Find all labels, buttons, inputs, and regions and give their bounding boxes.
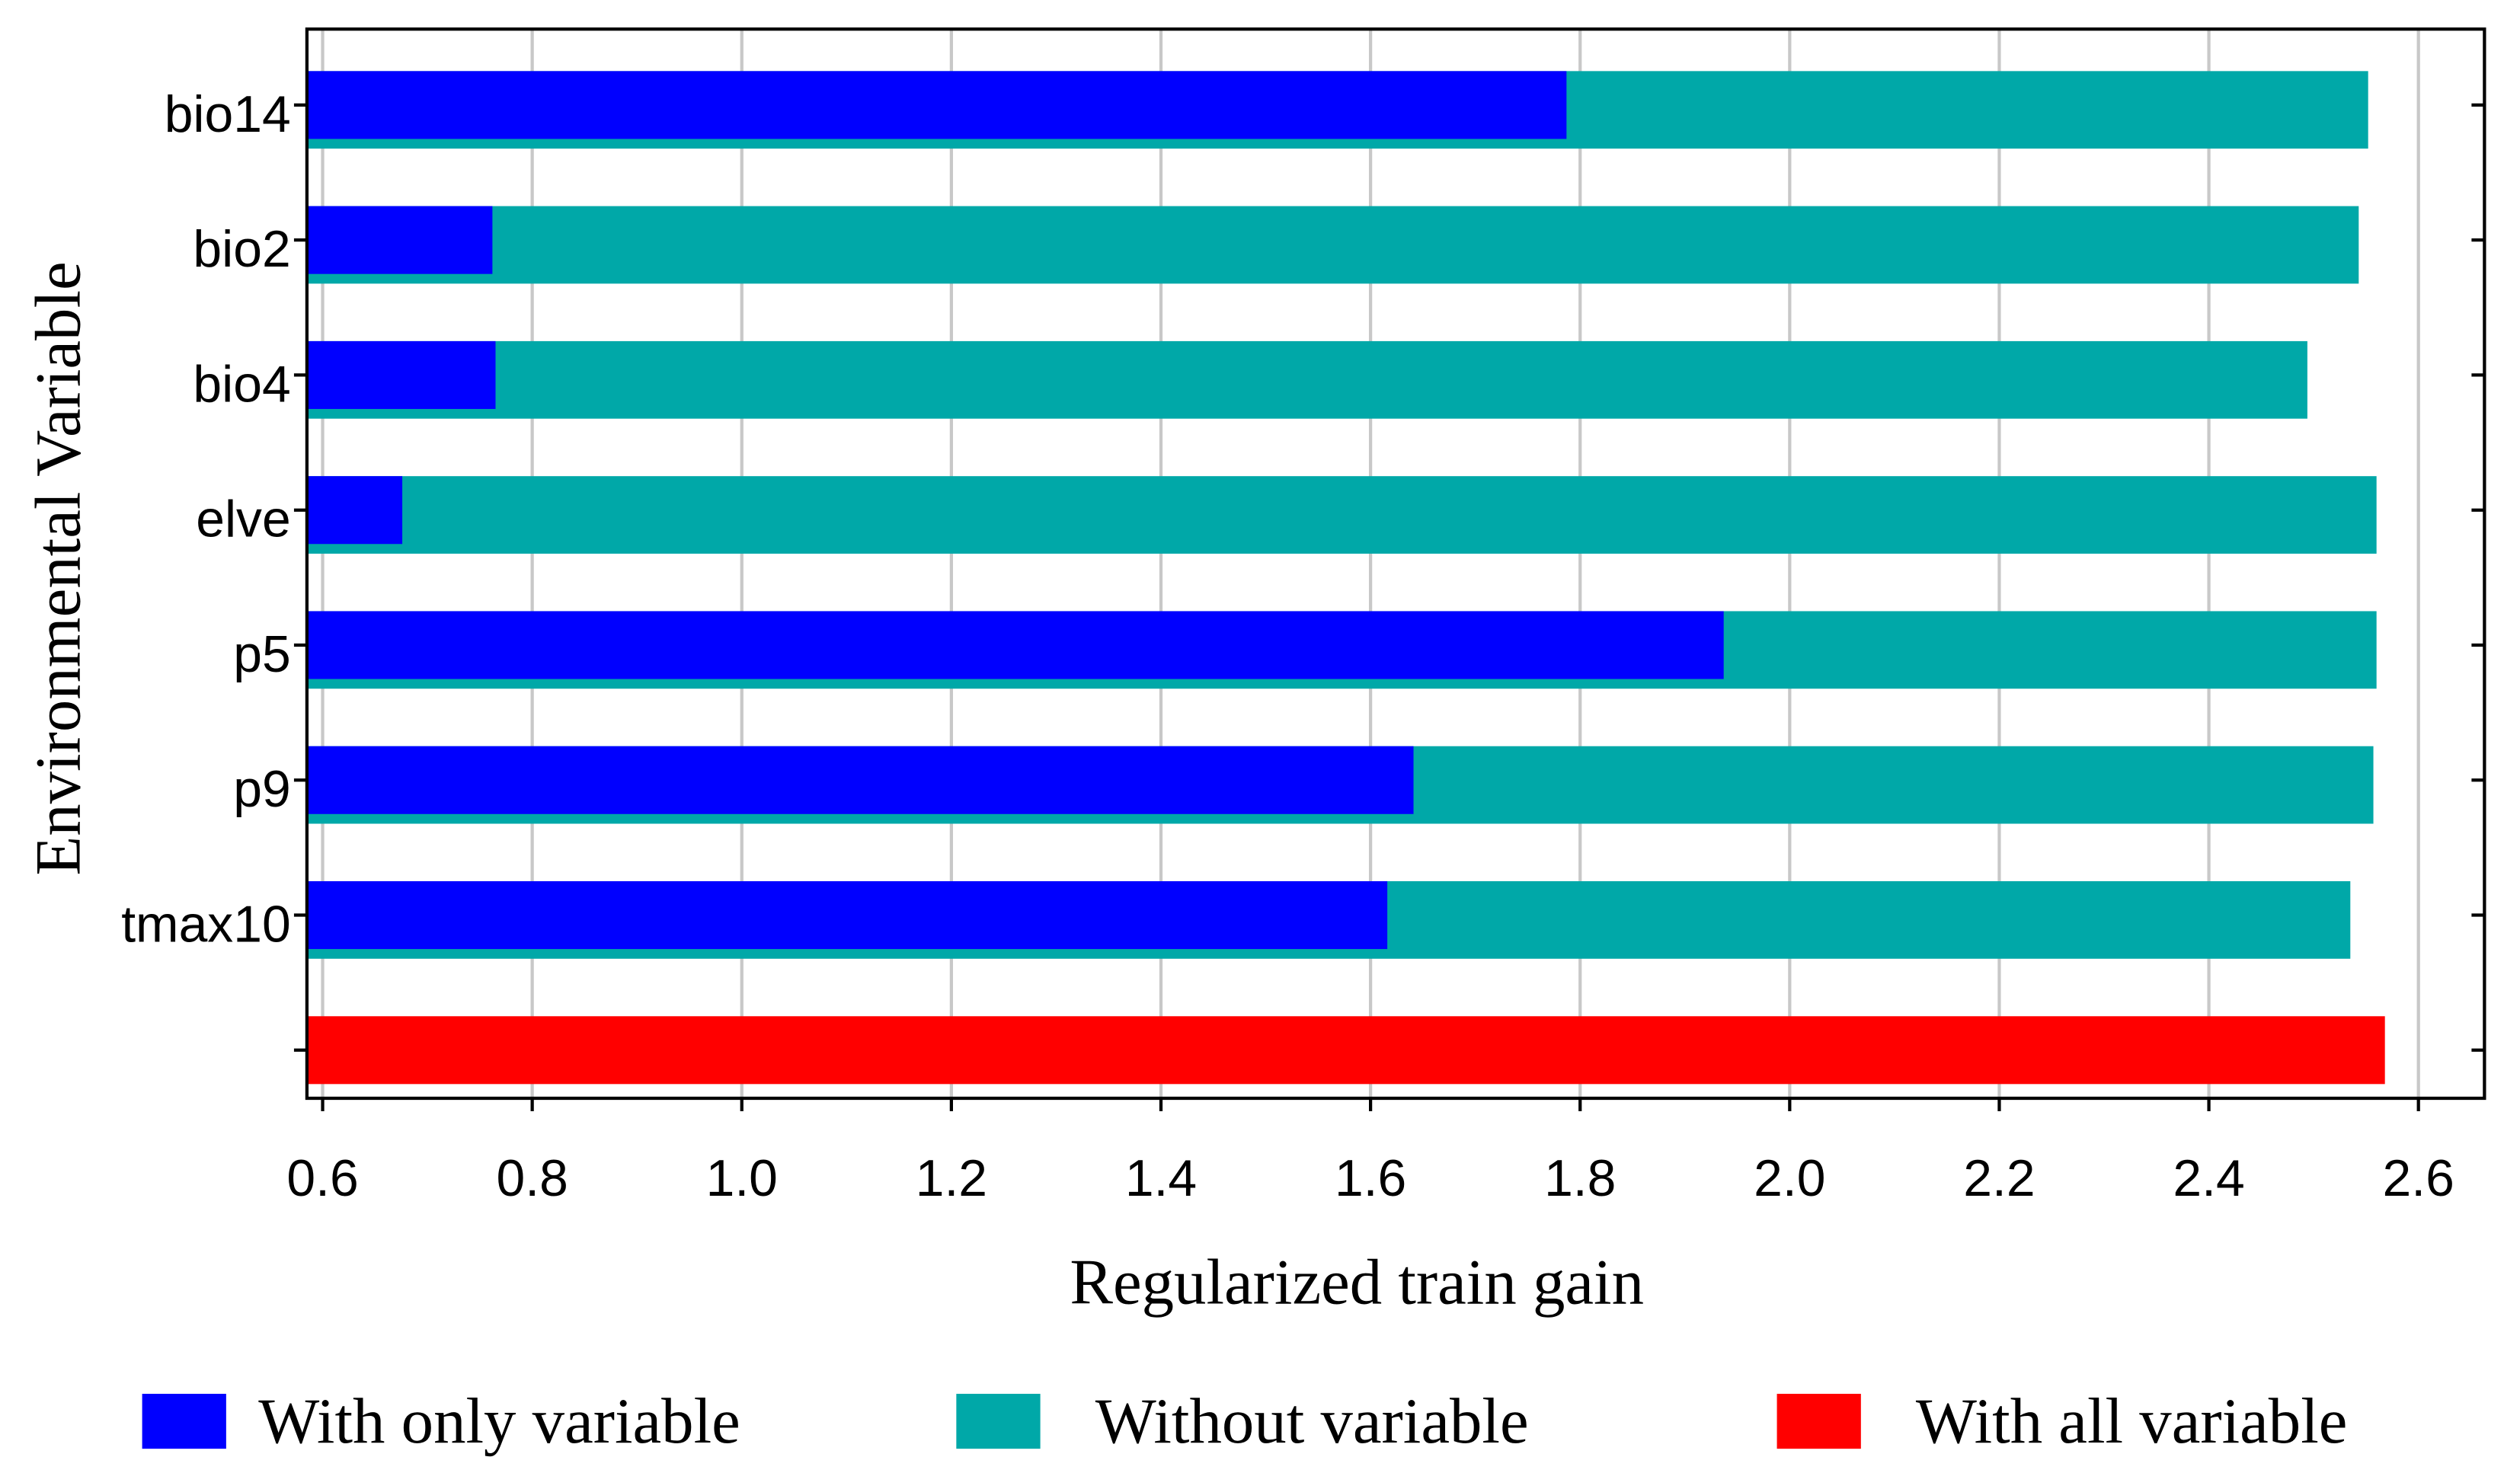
x-tick-label: 0.6 <box>286 1150 358 1207</box>
bar <box>306 206 493 274</box>
legend-swatch <box>142 1394 226 1449</box>
bar <box>306 71 1567 139</box>
x-tick-label: 2.4 <box>2173 1150 2244 1207</box>
x-tick-label: 0.8 <box>496 1150 568 1207</box>
bar <box>306 340 2307 419</box>
y-tick-label: p5 <box>233 626 290 683</box>
legend-label: Without variable <box>1095 1385 1529 1457</box>
y-tick-label: p9 <box>233 761 290 818</box>
bar <box>306 206 2359 284</box>
y-tick-label: elve <box>196 491 290 548</box>
x-tick-label: 1.2 <box>916 1150 987 1207</box>
bar <box>306 1016 2385 1085</box>
y-tick-label: bio2 <box>193 221 290 278</box>
bar <box>306 746 1414 814</box>
plot-frame <box>305 27 2486 1101</box>
legend-label: With all variable <box>1916 1385 2347 1457</box>
y-tick-label: bio14 <box>165 86 291 143</box>
bar <box>306 340 496 409</box>
legend-label: With only variable <box>258 1385 740 1457</box>
bar <box>306 611 1724 679</box>
y-tick-label: tmax10 <box>121 896 290 953</box>
x-tick-label: 1.8 <box>1544 1150 1616 1207</box>
x-axis-label: Regularized train gain <box>1070 1247 1644 1318</box>
x-tick-label: 2.6 <box>2383 1150 2454 1207</box>
x-tick-label: 1.6 <box>1335 1150 1406 1207</box>
bar <box>306 476 2377 554</box>
y-axis-label: Environmental Variable <box>22 261 94 875</box>
bar <box>306 476 403 545</box>
x-tick-label: 1.4 <box>1125 1150 1197 1207</box>
bar <box>306 880 1388 950</box>
x-tick-label: 2.0 <box>1754 1150 1825 1207</box>
x-tick-label: 1.0 <box>706 1150 778 1207</box>
x-tick-label: 2.2 <box>1963 1150 2035 1207</box>
y-tick-label: bio4 <box>193 356 290 413</box>
legend-swatch <box>1776 1394 1861 1449</box>
legend-swatch <box>956 1394 1041 1449</box>
